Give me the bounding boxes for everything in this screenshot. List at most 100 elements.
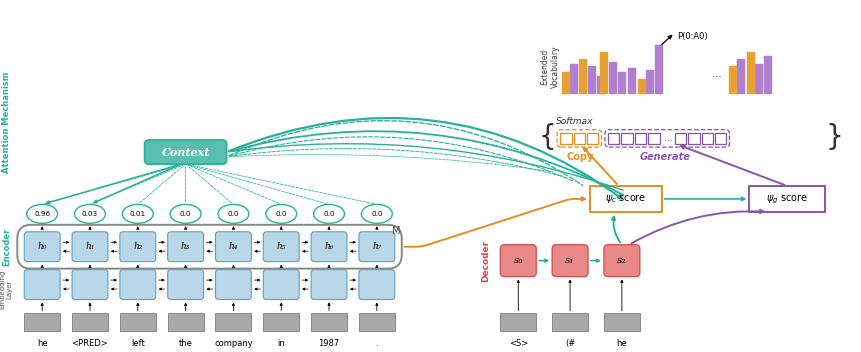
Bar (168, 313, 203, 331)
Text: 0.96: 0.96 (34, 211, 50, 217)
Bar (647, 133, 659, 144)
Bar (311, 313, 347, 331)
Ellipse shape (74, 205, 105, 223)
Text: 0.0: 0.0 (371, 211, 382, 217)
Bar (561, 73, 569, 94)
FancyBboxPatch shape (72, 232, 108, 262)
Text: M: M (392, 226, 400, 236)
Bar (215, 313, 251, 331)
Bar (573, 133, 585, 144)
Text: he: he (616, 339, 627, 348)
Text: }: } (824, 124, 842, 151)
FancyBboxPatch shape (604, 245, 639, 277)
Text: Softmax: Softmax (555, 117, 593, 126)
Bar (687, 133, 699, 144)
Bar (579, 59, 586, 94)
Bar (72, 313, 108, 331)
Text: s₁: s₁ (565, 256, 574, 265)
FancyBboxPatch shape (358, 232, 394, 262)
Bar (24, 313, 60, 331)
FancyBboxPatch shape (263, 232, 299, 262)
Bar (586, 133, 598, 144)
Bar (607, 133, 619, 144)
Bar (569, 64, 577, 94)
Bar (589, 186, 661, 212)
Text: he: he (37, 339, 47, 348)
Bar (621, 133, 632, 144)
FancyBboxPatch shape (168, 232, 203, 262)
Text: left: left (131, 339, 145, 348)
FancyBboxPatch shape (311, 270, 347, 300)
Text: ...: ... (711, 69, 722, 80)
Bar (637, 80, 645, 94)
Bar (597, 76, 604, 94)
Ellipse shape (313, 205, 344, 223)
Bar (746, 52, 754, 94)
Bar (674, 133, 685, 144)
Ellipse shape (218, 205, 249, 223)
Text: $\psi_g$ score: $\psi_g$ score (765, 192, 808, 206)
Bar (764, 56, 771, 94)
Bar (263, 313, 299, 331)
Bar (499, 313, 536, 331)
Bar (560, 133, 571, 144)
Bar (599, 52, 607, 94)
Text: 0.0: 0.0 (227, 211, 238, 217)
Bar (608, 62, 616, 94)
Text: h₅: h₅ (276, 242, 286, 251)
Text: .: . (375, 339, 378, 348)
Text: h₀: h₀ (37, 242, 46, 251)
Text: h₃: h₃ (181, 242, 190, 251)
FancyBboxPatch shape (145, 140, 226, 164)
Text: $\psi_c$ score: $\psi_c$ score (604, 193, 646, 206)
FancyBboxPatch shape (552, 245, 587, 277)
Text: Embedding
Layer: Embedding Layer (0, 270, 13, 309)
FancyBboxPatch shape (120, 232, 156, 262)
Text: Decoder: Decoder (480, 240, 489, 282)
Ellipse shape (265, 205, 296, 223)
Bar (552, 313, 587, 331)
Bar (654, 44, 662, 94)
Text: 0.0: 0.0 (276, 211, 287, 217)
Text: s₀: s₀ (513, 256, 523, 265)
Text: Extended
Vocabulary: Extended Vocabulary (540, 45, 559, 88)
Text: 1987: 1987 (318, 339, 339, 348)
Bar (748, 186, 824, 212)
Text: Copy: Copy (566, 152, 593, 162)
Bar (120, 313, 156, 331)
Bar (627, 68, 635, 94)
Bar (634, 133, 646, 144)
Bar (617, 73, 625, 94)
Text: Attention Mechanism: Attention Mechanism (2, 71, 11, 173)
FancyBboxPatch shape (24, 232, 60, 262)
Bar (728, 67, 736, 94)
FancyBboxPatch shape (168, 270, 203, 300)
Ellipse shape (170, 205, 201, 223)
Text: ...: ... (663, 133, 672, 143)
Bar (754, 64, 762, 94)
Text: h₁: h₁ (85, 242, 95, 251)
FancyBboxPatch shape (215, 270, 251, 300)
FancyBboxPatch shape (499, 245, 536, 277)
FancyBboxPatch shape (24, 270, 60, 300)
FancyBboxPatch shape (72, 270, 108, 300)
Text: h₄: h₄ (228, 242, 238, 251)
Bar (604, 313, 639, 331)
FancyBboxPatch shape (358, 270, 394, 300)
FancyBboxPatch shape (263, 270, 299, 300)
Text: 0.03: 0.03 (82, 211, 98, 217)
Text: in: in (277, 339, 285, 348)
Text: s₂: s₂ (616, 256, 626, 265)
Text: Generate: Generate (639, 152, 690, 162)
Text: Encoder: Encoder (2, 227, 11, 266)
Text: h₆: h₆ (324, 242, 333, 251)
Text: the: the (178, 339, 192, 348)
Ellipse shape (361, 205, 392, 223)
FancyBboxPatch shape (215, 232, 251, 262)
Ellipse shape (27, 205, 58, 223)
FancyBboxPatch shape (120, 270, 156, 300)
Text: h₇: h₇ (372, 242, 381, 251)
Text: Context: Context (161, 146, 209, 158)
Text: 0.0: 0.0 (323, 211, 334, 217)
Text: h₂: h₂ (133, 242, 142, 251)
